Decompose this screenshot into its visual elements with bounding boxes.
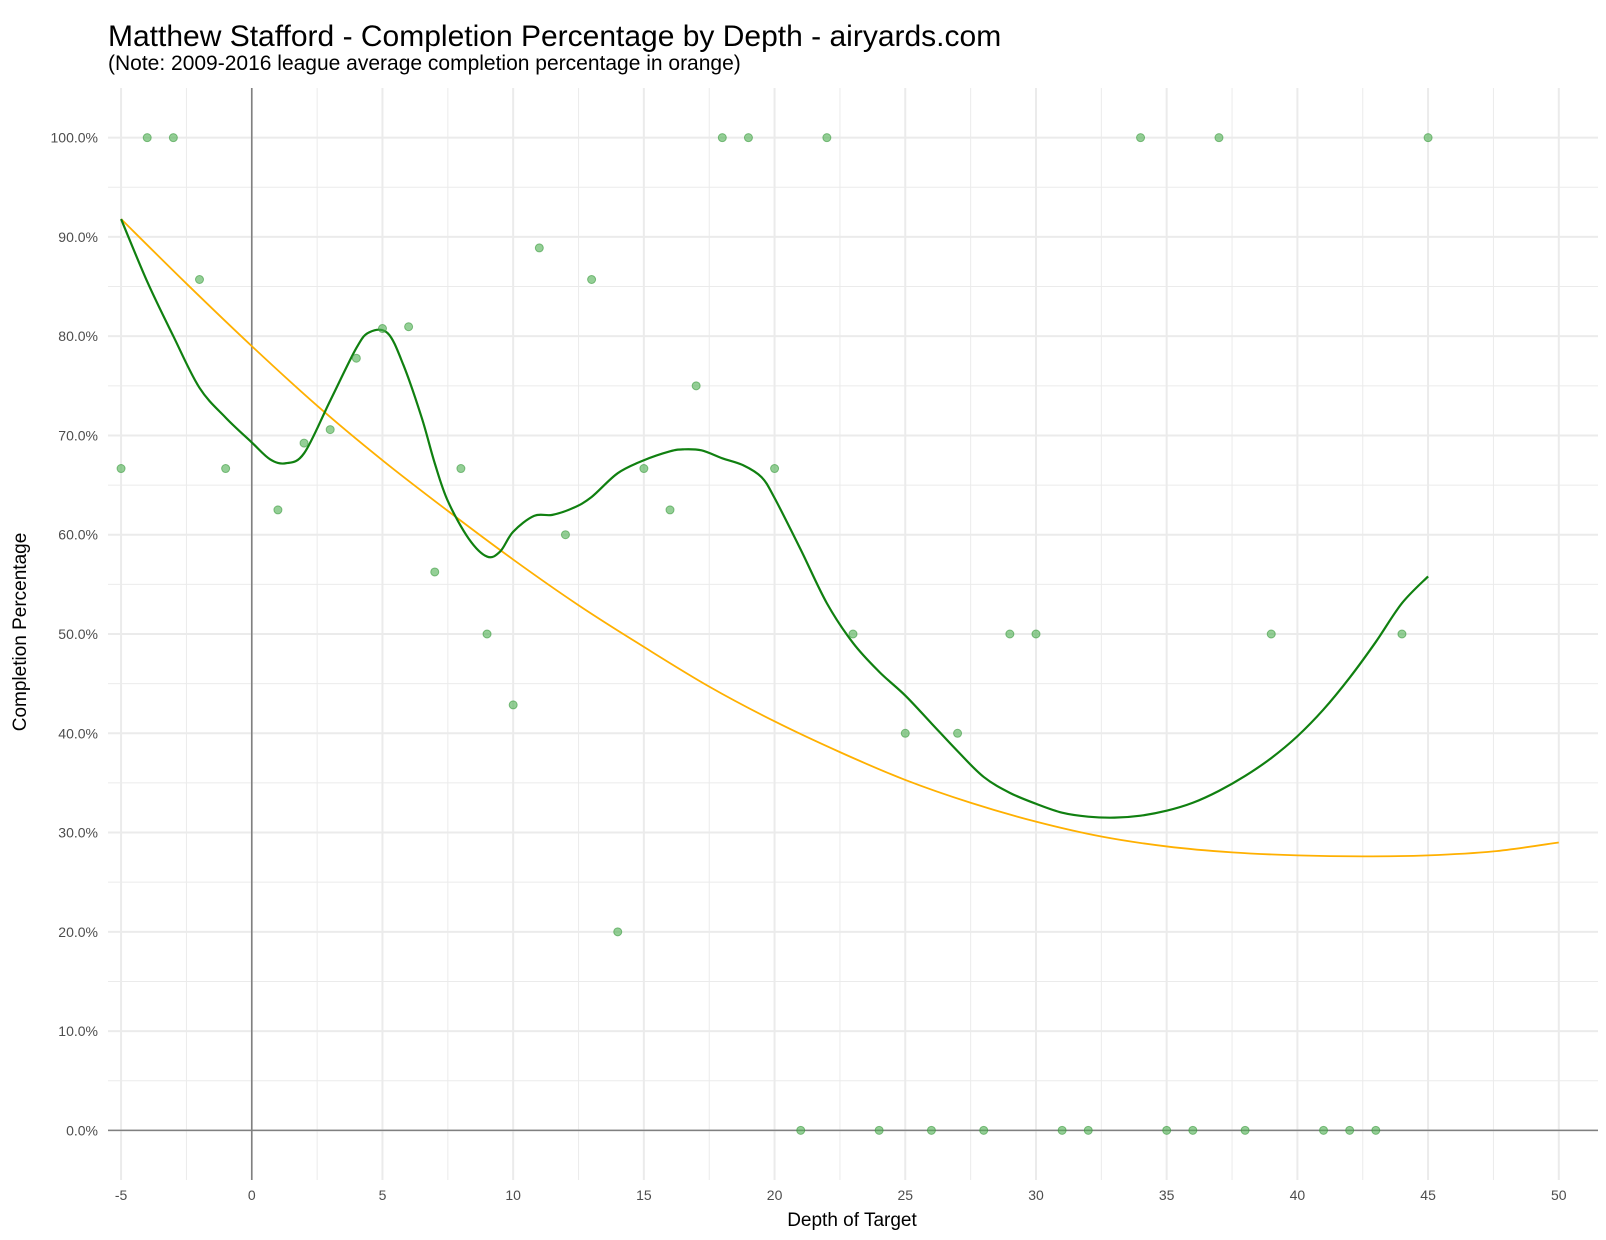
data-point: [691, 381, 701, 391]
data-point: [325, 425, 335, 435]
data-point: [1188, 1125, 1198, 1135]
league-average-line: [120, 218, 1559, 858]
data-point: [639, 464, 649, 474]
x-tick-label: 45: [1420, 1187, 1436, 1203]
x-tick-label: 15: [636, 1187, 652, 1203]
data-point: [1240, 1125, 1250, 1135]
player-trend-line: [120, 218, 1429, 819]
data-point: [900, 728, 910, 738]
data-point: [953, 728, 963, 738]
y-tick-label: 90.0%: [58, 229, 98, 245]
data-point: [168, 133, 178, 143]
data-point: [796, 1125, 806, 1135]
data-point: [1005, 629, 1015, 639]
data-point: [194, 274, 204, 284]
data-point: [1057, 1125, 1067, 1135]
data-point: [482, 629, 492, 639]
data-point: [1345, 1125, 1355, 1135]
data-point: [430, 567, 440, 577]
x-tick-label: 50: [1551, 1187, 1567, 1203]
x-tick-label: 35: [1159, 1187, 1175, 1203]
x-tick-label: 5: [379, 1187, 387, 1203]
x-tick-label: 0: [248, 1187, 256, 1203]
data-point: [1083, 1125, 1093, 1135]
y-tick-label: 30.0%: [58, 825, 98, 841]
data-point: [116, 464, 126, 474]
y-tick-label: 50.0%: [58, 626, 98, 642]
y-tick-label: 100.0%: [51, 130, 98, 146]
x-tick-label: 25: [897, 1187, 913, 1203]
data-point: [1031, 629, 1041, 639]
data-point: [874, 1125, 884, 1135]
data-point: [560, 530, 570, 540]
data-point: [613, 927, 623, 937]
data-point: [717, 133, 727, 143]
data-point: [534, 243, 544, 253]
data-point: [979, 1125, 989, 1135]
data-point: [1397, 629, 1407, 639]
x-tick-label: -5: [115, 1187, 128, 1203]
chart-title: Matthew Stafford - Completion Percentage…: [108, 20, 1002, 53]
y-axis-title: Completion Percentage: [10, 533, 31, 732]
y-tick-label: 20.0%: [58, 924, 98, 940]
y-tick-label: 80.0%: [58, 328, 98, 344]
y-tick-label: 40.0%: [58, 725, 98, 741]
x-tick-label: 10: [505, 1187, 521, 1203]
x-tick-label: 20: [767, 1187, 783, 1203]
data-point: [926, 1125, 936, 1135]
y-tick-label: 60.0%: [58, 527, 98, 543]
data-point: [848, 629, 858, 639]
data-point: [1136, 133, 1146, 143]
data-point: [1162, 1125, 1172, 1135]
data-point: [221, 464, 231, 474]
data-point: [377, 324, 387, 334]
x-tick-label: 40: [1290, 1187, 1306, 1203]
data-point: [508, 700, 518, 710]
data-point: [1371, 1125, 1381, 1135]
data-point: [404, 322, 414, 332]
data-point: [273, 505, 283, 515]
data-point: [351, 353, 361, 363]
data-point: [1423, 133, 1433, 143]
data-point: [587, 274, 597, 284]
x-axis-title: Depth of Target: [787, 1210, 917, 1231]
y-tick-label: 70.0%: [58, 427, 98, 443]
y-tick-label: 0.0%: [66, 1122, 98, 1138]
data-point: [1214, 133, 1224, 143]
tick-labels: -5 0 5 10 15 20 25 30 35 40 45 50 0.0% 10.0% 20.0% 30.0…: [51, 130, 1567, 1203]
data-point: [299, 438, 309, 448]
data-point: [743, 133, 753, 143]
data-point: [1266, 629, 1276, 639]
data-point: [770, 464, 780, 474]
data-point: [142, 133, 152, 143]
chart-subtitle: (Note: 2009-2016 league average completi…: [108, 52, 741, 75]
data-point: [822, 133, 832, 143]
x-tick-label: 30: [1028, 1187, 1044, 1203]
fit-lines: [120, 218, 1559, 858]
data-point: [665, 505, 675, 515]
data-point: [456, 464, 466, 474]
data-points: [116, 133, 1433, 1135]
data-point: [1319, 1125, 1329, 1135]
y-tick-label: 10.0%: [58, 1023, 98, 1039]
